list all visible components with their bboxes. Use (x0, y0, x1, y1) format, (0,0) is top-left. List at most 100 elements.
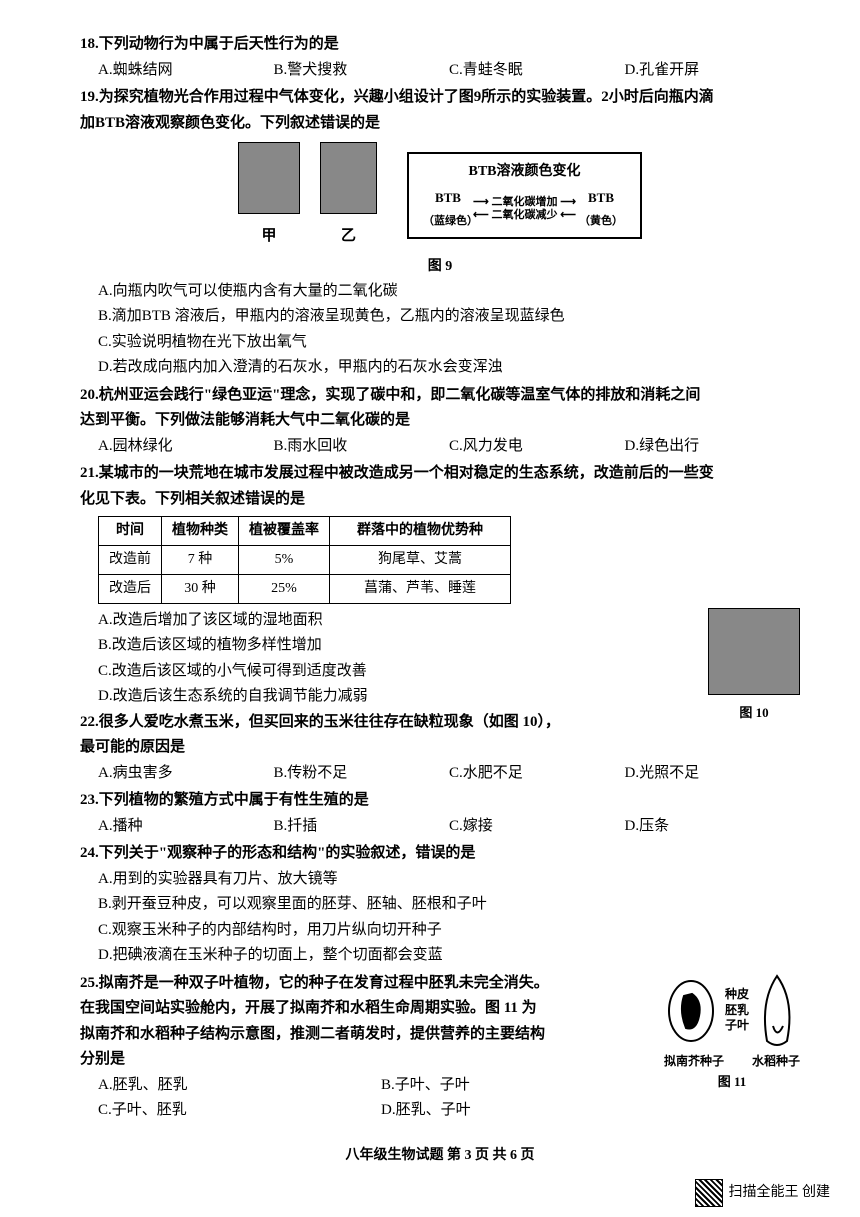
q18-stem: 18.下列动物行为中属于后天性行为的是 (80, 32, 800, 58)
seed-rice-icon (755, 971, 800, 1051)
q21-opt-d: D.改造后该生态系统的自我调节能力减弱 (98, 684, 708, 710)
figure-yi-image (320, 142, 377, 214)
cell: 25% (239, 574, 330, 603)
q18-opt-b: B.警犬搜救 (274, 58, 450, 84)
btb-right-label: BTB (588, 190, 614, 205)
yi-label: 乙 (320, 224, 377, 250)
q21-opt-b: B.改造后该区域的植物多样性增加 (98, 633, 708, 659)
label-ziye: 子叶 (725, 1018, 749, 1034)
scan-watermark: 扫描全能王 创建 (695, 1179, 831, 1207)
th-time: 时间 (99, 517, 162, 546)
q18-opt-c: C.青蛙冬眠 (449, 58, 625, 84)
btb-title: BTB溶液颜色变化 (423, 160, 626, 184)
cell: 7 种 (162, 546, 239, 575)
q20-stem-line2: 达到平衡。下列做法能够消耗大气中二氧化碳的是 (80, 408, 800, 434)
th-dominant: 群落中的植物优势种 (330, 517, 511, 546)
scan-text: 扫描全能王 创建 (729, 1181, 831, 1205)
q20-stem-line1: 20.杭州亚运会践行"绿色亚运"理念，实现了碳中和，即二氧化碳等温室气体的排放和… (80, 383, 800, 409)
q22-opt-b: B.传粉不足 (274, 761, 450, 787)
q23-opt-a: A.播种 (98, 814, 274, 840)
figure-11-caption: 图 11 (664, 1071, 800, 1093)
btb-right-sub: （黄色） (579, 215, 623, 227)
cell: 狗尾草、艾蒿 (330, 546, 511, 575)
page-footer: 八年级生物试题 第 3 页 共 6 页 (80, 1144, 800, 1168)
qr-icon (695, 1179, 723, 1207)
q25-stem-line4: 分别是 (80, 1047, 664, 1073)
figure-11: 种皮 胚乳 子叶 拟南芥种子 水稻种子 图 11 (664, 971, 800, 1093)
q25-opt-c: C.子叶、胚乳 (98, 1098, 381, 1124)
cell: 改造后 (99, 574, 162, 603)
q25-opt-b: B.子叶、子叶 (381, 1073, 664, 1099)
q20-opt-d: D.绿色出行 (625, 434, 801, 460)
figure-9-caption: 图 9 (80, 255, 800, 279)
q25-stem-line1: 25.拟南芥是一种双子叶植物，它的种子在发育过程中胚乳未完全消失。 (80, 971, 664, 997)
q23-opt-d: D.压条 (625, 814, 801, 840)
q20-options: A.园林绿化 B.雨水回收 C.风力发电 D.绿色出行 (80, 434, 800, 460)
question-21: 21.某城市的一块荒地在城市发展过程中被改造成另一个相对稳定的生态系统，改造前后… (80, 461, 800, 786)
btb-up-text: 二氧化碳增加 (492, 196, 558, 208)
cell: 5% (239, 546, 330, 575)
q22-stem-line2: 最可能的原因是 (80, 735, 708, 761)
question-20: 20.杭州亚运会践行"绿色亚运"理念，实现了碳中和，即二氧化碳等温室气体的排放和… (80, 383, 800, 460)
q23-options: A.播种 B.扦插 C.嫁接 D.压条 (80, 814, 800, 840)
btb-left-sub: （蓝绿色） (423, 215, 478, 227)
q18-opt-a: A.蜘蛛结网 (98, 58, 274, 84)
q25-stem-line2: 在我国空间站实验舱内，开展了拟南芥和水稻生命周期实验。图 11 为 (80, 996, 664, 1022)
figure-10: 图 10 (708, 608, 800, 724)
q19-stem-line2: 加BTB溶液观察颜色变化。下列叙述错误的是 (80, 111, 800, 137)
q19-opt-a: A.向瓶内吹气可以使瓶内含有大量的二氧化碳 (98, 279, 800, 305)
th-species: 植物种类 (162, 517, 239, 546)
q19-opt-b: B.滴加BTB 溶液后，甲瓶内的溶液呈现黄色，乙瓶内的溶液呈现蓝绿色 (98, 304, 800, 330)
q21-table: 时间 植物种类 植被覆盖率 群落中的植物优势种 改造前 7 种 5% 狗尾草、艾… (98, 516, 511, 603)
figure-jia-image (238, 142, 300, 214)
q18-options: A.蜘蛛结网 B.警犬搜救 C.青蛙冬眠 D.孔雀开屏 (80, 58, 800, 84)
q25-opt-a: A.胚乳、胚乳 (98, 1073, 381, 1099)
q24-opt-c: C.观察玉米种子的内部结构时，用刀片纵向切开种子 (98, 918, 800, 944)
jia-label: 甲 (238, 224, 300, 250)
q25-opt-d: D.胚乳、子叶 (381, 1098, 664, 1124)
q20-opt-b: B.雨水回收 (274, 434, 450, 460)
cell: 30 种 (162, 574, 239, 603)
q24-options: A.用到的实验器具有刀片、放大镜等 B.剥开蚕豆种皮，可以观察里面的胚芽、胚轴、… (80, 867, 800, 969)
cell: 菖蒲、芦苇、睡莲 (330, 574, 511, 603)
q21-options: A.改造后增加了该区域的湿地面积 B.改造后该区域的植物多样性增加 C.改造后该… (80, 608, 708, 710)
q25-options: A.胚乳、胚乳 B.子叶、子叶 C.子叶、胚乳 D.胚乳、子叶 (80, 1073, 664, 1124)
table-row-before: 改造前 7 种 5% 狗尾草、艾蒿 (99, 546, 511, 575)
q21-opt-a: A.改造后增加了该区域的湿地面积 (98, 608, 708, 634)
question-23: 23.下列植物的繁殖方式中属于有性生殖的是 A.播种 B.扦插 C.嫁接 D.压… (80, 788, 800, 839)
btb-down-text: 二氧化碳减少 (492, 209, 558, 221)
seed-arabidopsis-icon (664, 976, 719, 1046)
q24-opt-b: B.剥开蚕豆种皮，可以观察里面的胚芽、胚轴、胚根和子叶 (98, 892, 800, 918)
q21-opt-c: C.改造后该区域的小气候可得到适度改善 (98, 659, 708, 685)
q23-opt-c: C.嫁接 (449, 814, 625, 840)
q25-stem-line3: 拟南芥和水稻种子结构示意图，推测二者萌发时，提供营养的主要结构 (80, 1022, 664, 1048)
q21-stem-line2: 化见下表。下列相关叙述错误的是 (80, 487, 800, 513)
q24-opt-d: D.把碘液滴在玉米种子的切面上，整个切面都会变蓝 (98, 943, 800, 969)
q23-stem: 23.下列植物的繁殖方式中属于有性生殖的是 (80, 788, 800, 814)
fig11-left-label: 拟南芥种子 (664, 1051, 724, 1071)
q24-opt-a: A.用到的实验器具有刀片、放大镜等 (98, 867, 800, 893)
q22-opt-a: A.病虫害多 (98, 761, 274, 787)
figure-9-jia: 甲 (238, 142, 300, 249)
cell: 改造前 (99, 546, 162, 575)
label-peiru: 胚乳 (725, 1003, 749, 1019)
table-row-after: 改造后 30 种 25% 菖蒲、芦苇、睡莲 (99, 574, 511, 603)
q23-opt-b: B.扦插 (274, 814, 450, 840)
th-coverage: 植被覆盖率 (239, 517, 330, 546)
q19-options: A.向瓶内吹气可以使瓶内含有大量的二氧化碳 B.滴加BTB 溶液后，甲瓶内的溶液… (80, 279, 800, 381)
figure-10-image (708, 608, 800, 695)
figure-9-yi: 乙 (320, 142, 377, 249)
table-header-row: 时间 植物种类 植被覆盖率 群落中的植物优势种 (99, 517, 511, 546)
q20-opt-c: C.风力发电 (449, 434, 625, 460)
fig11-right-label: 水稻种子 (752, 1051, 800, 1071)
question-19: 19.为探究植物光合作用过程中气体变化，兴趣小组设计了图9所示的实验装置。2小时… (80, 85, 800, 381)
q18-opt-d: D.孔雀开屏 (625, 58, 801, 84)
q19-opt-d: D.若改成向瓶内加入澄清的石灰水，甲瓶内的石灰水会变浑浊 (98, 355, 800, 381)
q22-options: A.病虫害多 B.传粉不足 C.水肥不足 D.光照不足 (80, 761, 800, 787)
q22-stem-line1: 22.很多人爱吃水煮玉米，但买回来的玉米往往存在缺粒现象（如图 10）， (80, 710, 708, 736)
btb-color-box: BTB溶液颜色变化 BTB （蓝绿色） ⟶ 二氧化碳增加 ⟶ ⟵ 二氧化碳减少 … (407, 152, 642, 240)
q20-opt-a: A.园林绿化 (98, 434, 274, 460)
label-zhongpi: 种皮 (725, 987, 749, 1003)
question-18: 18.下列动物行为中属于后天性行为的是 A.蜘蛛结网 B.警犬搜救 C.青蛙冬眠… (80, 32, 800, 83)
btb-left: BTB （蓝绿色） (423, 187, 473, 231)
